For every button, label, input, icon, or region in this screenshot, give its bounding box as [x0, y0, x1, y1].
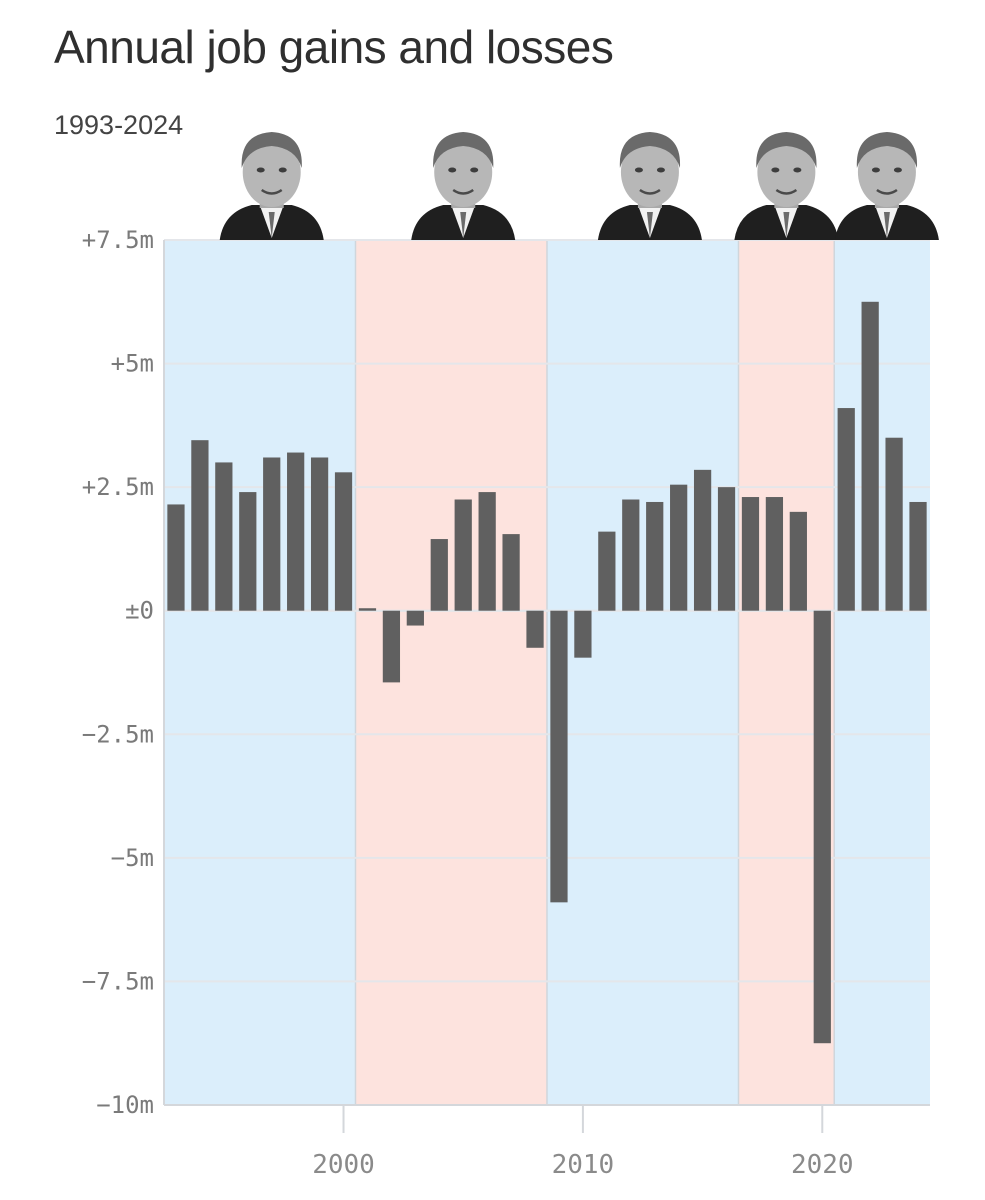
portrait-mouth: [876, 188, 898, 195]
bar-2017: [741, 497, 760, 611]
bar-2016: [717, 487, 736, 611]
portrait-eye: [771, 167, 780, 173]
y-tick-label: ±0: [125, 597, 154, 625]
bar-1993: [167, 504, 185, 611]
portrait-tie: [646, 212, 653, 238]
portrait-eye: [893, 167, 902, 173]
bar-2023: [885, 437, 903, 611]
bar-2015: [693, 469, 712, 611]
bar-1997: [263, 457, 281, 611]
portrait-eye: [871, 167, 880, 173]
band-democratic: [834, 240, 930, 1105]
president-portrait-3: [597, 132, 702, 240]
axes: +7.5m +5m +2.5m ±0 −2.5m −5m −7.5m −10m 2000 2010…: [82, 226, 930, 1180]
bar-2012: [622, 499, 640, 611]
president-portrait-5: [834, 132, 939, 240]
bar-2001: [358, 608, 377, 611]
y-tick-label: −2.5m: [82, 720, 154, 748]
x-tick-label: 2000: [312, 1150, 375, 1180]
band-democratic: [547, 240, 739, 1105]
y-tick-label: −5m: [111, 844, 154, 872]
bars: [167, 301, 927, 1044]
portrait-face: [757, 137, 816, 207]
bar-1995: [215, 462, 233, 611]
portrait-hair: [856, 132, 918, 168]
portrait-mouth: [639, 188, 661, 195]
portrait-mouth: [775, 188, 798, 195]
y-tick-label: −7.5m: [82, 967, 154, 995]
portrait-face: [857, 137, 916, 207]
bar-2013: [646, 501, 664, 611]
bar-2009: [550, 610, 568, 903]
bar-2000: [334, 472, 353, 611]
bar-1998: [287, 452, 305, 611]
chart-subtitle: 1993-2024: [54, 110, 184, 140]
portrait-hair: [619, 132, 681, 168]
bar-2002: [382, 610, 401, 683]
portrait-face: [242, 137, 301, 207]
bar-2004: [430, 539, 448, 611]
portrait-tie: [883, 212, 890, 238]
bar-2024: [909, 501, 927, 611]
bar-2014: [670, 484, 688, 611]
portrait-eye: [634, 167, 643, 173]
bar-2018: [765, 497, 784, 611]
band-democratic: [164, 240, 356, 1105]
x-tick-label: 2020: [791, 1150, 854, 1180]
bar-1994: [191, 440, 209, 611]
bar-2022: [861, 301, 879, 611]
y-tick-label: +2.5m: [82, 473, 154, 501]
y-tick-label: −10m: [96, 1091, 154, 1119]
chart-title: Annual job gains and losses: [54, 21, 614, 73]
president-portrait-4: [734, 132, 839, 240]
portrait-tie: [783, 212, 790, 238]
bar-2003: [406, 610, 424, 626]
president-portrait-1: [219, 132, 324, 240]
y-tick-label: +5m: [111, 350, 154, 378]
portrait-hair: [433, 132, 494, 168]
y-tick-label: +7.5m: [82, 226, 154, 254]
bar-2006: [478, 492, 496, 611]
portrait-hair: [756, 132, 817, 168]
portrait-face: [434, 137, 493, 207]
portrait-tie: [268, 212, 275, 238]
bar-2021: [837, 408, 855, 611]
bar-1999: [310, 457, 329, 611]
portrait-eye: [448, 167, 457, 173]
portrait-eye: [278, 167, 287, 173]
bar-2020: [813, 610, 831, 1044]
bar-1996: [239, 492, 257, 611]
president-portraits: [219, 132, 939, 240]
portrait-face: [620, 137, 679, 207]
portrait-tie: [460, 212, 467, 238]
portrait-mouth: [452, 188, 474, 195]
bar-2005: [454, 499, 472, 611]
bar-2011: [598, 531, 616, 611]
bar-2010: [574, 610, 592, 658]
bar-2008: [526, 610, 544, 648]
bar-2019: [789, 511, 807, 611]
administration-bands: [164, 240, 930, 1105]
portrait-eye: [656, 167, 665, 173]
bar-2007: [502, 534, 520, 611]
portrait-eye: [470, 167, 479, 173]
x-tick-label: 2010: [552, 1150, 615, 1180]
portrait-eye: [256, 167, 265, 173]
portrait-hair: [241, 132, 302, 168]
portrait-mouth: [261, 188, 283, 195]
president-portrait-2: [411, 132, 516, 240]
portrait-eye: [793, 167, 802, 173]
